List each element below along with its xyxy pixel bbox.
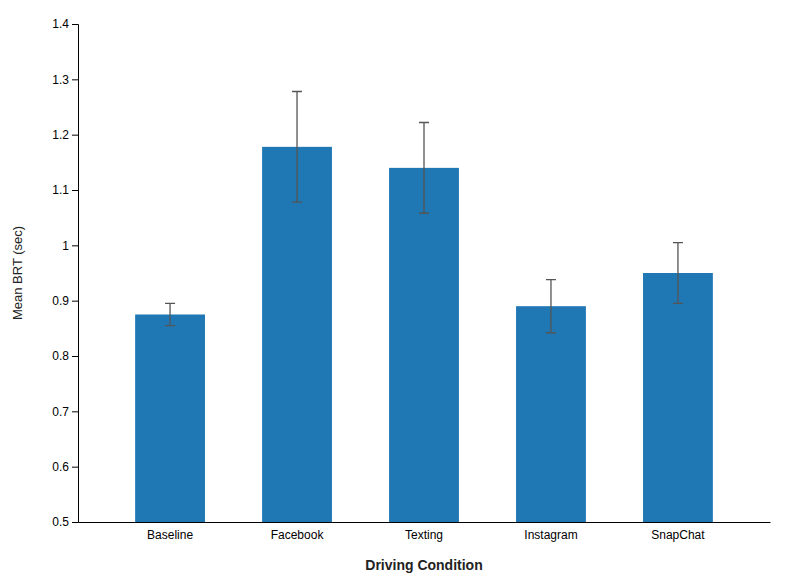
- tick-label: 1.4: [52, 17, 69, 31]
- x-axis: Baseline Facebook Texting Instagram SnapChat: [79, 523, 771, 542]
- tick-mark: [72, 522, 78, 523]
- tick-mark: [72, 356, 78, 357]
- bar: [135, 315, 205, 523]
- tick-label: 0.9: [52, 294, 69, 308]
- tick-mark: [72, 301, 78, 302]
- tick: 0.7: [52, 405, 78, 419]
- tick-label: 0.6: [52, 460, 69, 474]
- tick-mark: [72, 411, 78, 412]
- tick-mark: [72, 245, 78, 246]
- error-bar: [292, 92, 302, 203]
- tick-label: 0.5: [52, 515, 69, 529]
- tick: 1.4: [52, 17, 78, 31]
- bar: [262, 147, 332, 522]
- bar: [389, 168, 459, 522]
- error-bar: [419, 122, 429, 213]
- tick-mark: [72, 79, 78, 80]
- tick-label: 1.2: [52, 128, 69, 142]
- tick-mark: [72, 467, 78, 468]
- bar: [643, 273, 713, 522]
- tick: Instagram: [524, 528, 577, 542]
- tick-mark: [72, 24, 78, 25]
- tick-mark: [72, 190, 78, 191]
- tick: 1: [62, 239, 78, 253]
- tick-label: Texting: [405, 528, 443, 542]
- y-axis: 0.5 0.6 0.7 0.8 0.9 1 1.1 1.2 1.3 1.4: [52, 17, 78, 529]
- chart: 0.5 0.6 0.7 0.8 0.9 1 1.1 1.2 1.3 1.4 Baseline Face…: [0, 0, 794, 588]
- tick: 0.6: [52, 460, 78, 474]
- tick-label: 1.1: [52, 183, 69, 197]
- plot: 0.5 0.6 0.7 0.8 0.9 1 1.1 1.2 1.3 1.4 Baseline Face…: [52, 17, 770, 541]
- tick: 1.3: [52, 73, 78, 87]
- tick-label: 0.8: [52, 349, 69, 363]
- tick: 1.1: [52, 183, 78, 197]
- tick: 0.8: [52, 349, 78, 363]
- axis-line: [72, 25, 79, 523]
- tick: 1.2: [52, 128, 78, 142]
- tick-label: 1: [62, 239, 69, 253]
- tick: Texting: [405, 528, 443, 542]
- error-bar: [673, 243, 683, 304]
- tick: Baseline: [147, 528, 193, 542]
- tick-label: 1.3: [52, 73, 69, 87]
- y-axis-title: Mean BRT (sec): [10, 226, 25, 320]
- tick: 0.5: [52, 515, 78, 529]
- tick: SnapChat: [651, 528, 705, 542]
- x-axis-title: Driving Condition: [365, 557, 482, 573]
- error-bar: [546, 280, 556, 333]
- bar: [516, 306, 586, 522]
- tick-mark: [72, 135, 78, 136]
- marks: [135, 92, 713, 522]
- tick-label: SnapChat: [651, 528, 705, 542]
- tick-label: Facebook: [271, 528, 325, 542]
- tick-label: Baseline: [147, 528, 193, 542]
- tick: Facebook: [271, 528, 325, 542]
- tick: 0.9: [52, 294, 78, 308]
- axis-line: [79, 522, 771, 523]
- tick-label: 0.7: [52, 405, 69, 419]
- error-bar: [165, 303, 175, 325]
- tick-label: Instagram: [524, 528, 577, 542]
